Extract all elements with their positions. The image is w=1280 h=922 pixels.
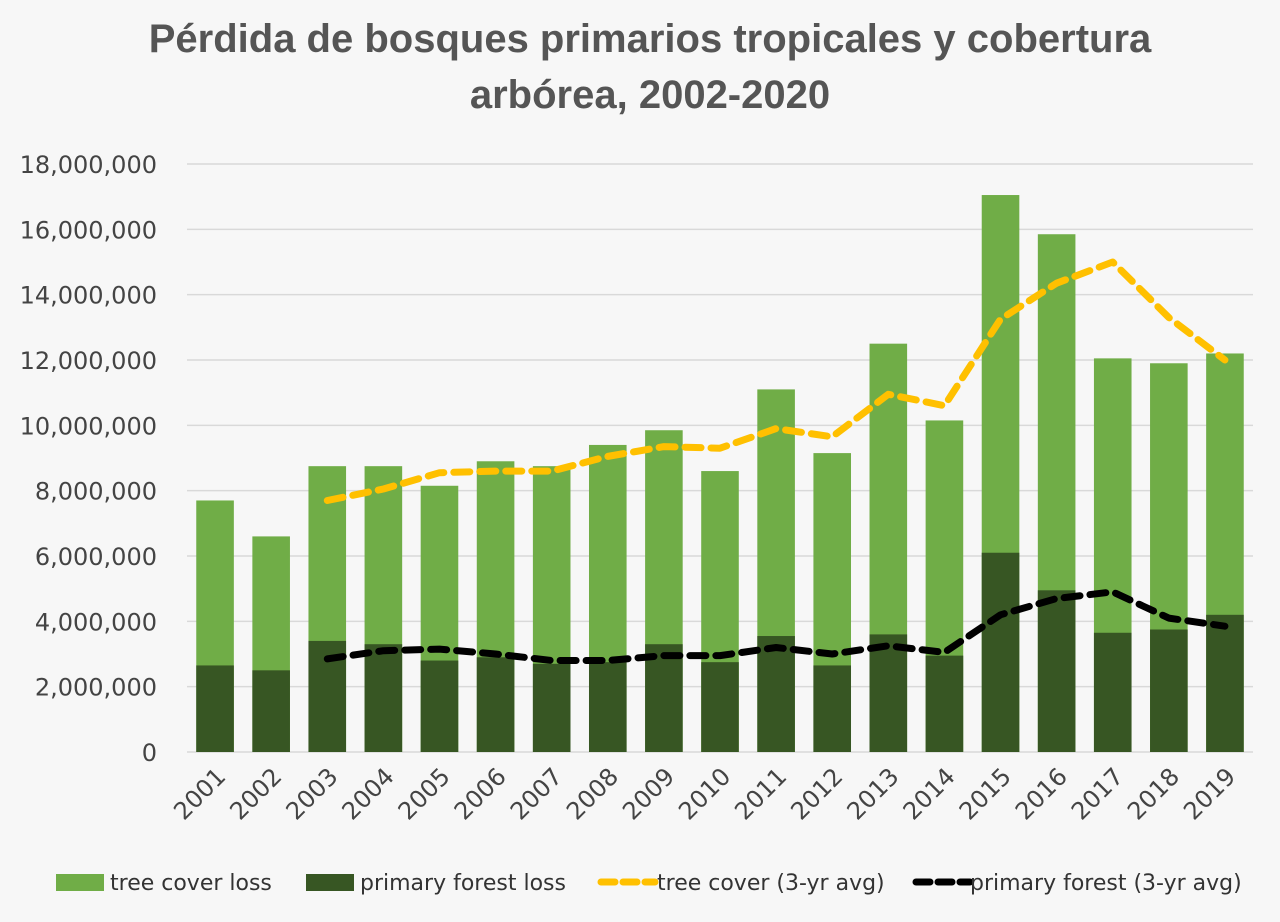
x-tick-label: 2003	[281, 762, 344, 825]
bar-primary-forest-loss-2002	[252, 670, 290, 752]
x-tick-label: 2007	[505, 762, 568, 825]
x-tick-label: 2019	[1178, 762, 1241, 825]
y-tick-label: 6,000,000	[35, 543, 157, 571]
bar-primary-forest-loss-2014	[925, 655, 964, 752]
bar-primary-forest-loss-2018	[1150, 629, 1188, 752]
y-tick-label: 16,000,000	[20, 216, 157, 244]
y-tick-label: 8,000,000	[35, 478, 157, 506]
x-tick-label: 2005	[393, 762, 456, 825]
bar-primary-forest-loss-2009	[645, 644, 683, 752]
x-tick-label: 2009	[617, 762, 680, 825]
legend-swatch-primary-forest-loss	[306, 874, 354, 891]
bar-primary-forest-loss-2019	[1206, 614, 1244, 752]
legend-label-primary-forest-loss: primary forest loss	[360, 871, 566, 896]
x-tick-label: 2008	[561, 762, 624, 825]
bar-primary-forest-loss-2010	[701, 662, 739, 752]
y-axis-ticks: 0 2,000,000 4,000,000 6,000,000 8,000,000 10,…	[20, 151, 157, 767]
x-tick-label: 2012	[785, 762, 848, 825]
x-tick-label: 2017	[1066, 762, 1129, 825]
bar-primary-forest-loss-2007	[532, 663, 571, 752]
y-tick-label: 18,000,000	[20, 151, 157, 179]
bar-primary-forest-loss-2011	[757, 636, 795, 752]
bar-primary-forest-loss-2012	[813, 665, 852, 752]
x-tick-label: 2004	[337, 762, 400, 825]
x-tick-label: 2010	[673, 762, 736, 825]
chart-title-line-1: Pérdida de bosques primarios tropicales …	[149, 17, 1152, 61]
x-tick-label: 2014	[898, 762, 961, 825]
avg-lines	[323, 258, 1229, 664]
x-tick-label: 2016	[1010, 762, 1073, 825]
bar-primary-forest-loss-2013	[869, 634, 908, 752]
x-tick-label: 2011	[729, 762, 792, 825]
legend: tree cover loss primary forest loss tree…	[56, 871, 1242, 896]
y-tick-label: 0	[142, 739, 157, 767]
y-tick-label: 10,000,000	[20, 412, 157, 440]
chart-title-line-2: arbórea, 2002-2020	[470, 73, 830, 117]
bar-primary-forest-loss-2006	[476, 657, 515, 752]
legend-swatch-tree-cover-loss	[56, 874, 104, 891]
bar-primary-forest-loss-2015	[981, 552, 1020, 752]
bars	[196, 195, 1244, 753]
bar-primary-forest-loss-2004	[364, 644, 403, 752]
bar-primary-forest-loss-2005	[420, 660, 459, 752]
x-tick-label: 2006	[449, 762, 512, 825]
bar-primary-forest-loss-2016	[1037, 590, 1076, 752]
line-tree-cover-3yr-avg	[323, 258, 1229, 504]
y-tick-label: 12,000,000	[20, 347, 157, 375]
legend-label-primary-forest-avg: primary forest (3-yr avg)	[970, 871, 1242, 896]
bar-primary-forest-loss-2001	[196, 665, 234, 752]
x-tick-label: 2013	[842, 762, 905, 825]
y-tick-label: 2,000,000	[35, 674, 157, 702]
x-tick-label: 2018	[1122, 762, 1185, 825]
y-tick-label: 4,000,000	[35, 608, 157, 636]
legend-label-tree-cover-avg: tree cover (3-yr avg)	[657, 871, 885, 896]
y-tick-label: 14,000,000	[20, 282, 157, 310]
bar-primary-forest-loss-2008	[588, 662, 627, 752]
x-axis-ticks: 2001200220032004200520062007200820092010…	[168, 762, 1241, 825]
x-tick-label: 2002	[224, 762, 287, 825]
bar-primary-forest-loss-2017	[1093, 632, 1132, 752]
x-tick-label: 2001	[168, 762, 231, 825]
line-primary-forest-3yr-avg	[323, 588, 1229, 664]
x-tick-label: 2015	[954, 762, 1017, 825]
legend-label-tree-cover-loss: tree cover loss	[110, 871, 272, 896]
